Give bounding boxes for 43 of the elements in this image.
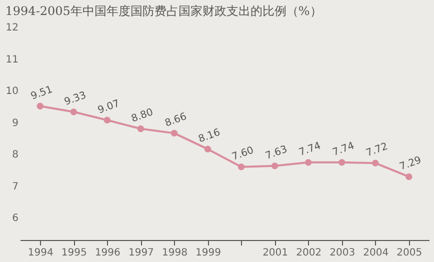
data-label: 9.33 xyxy=(63,90,88,108)
data-label: 9.51 xyxy=(29,84,54,102)
data-label: 8.80 xyxy=(130,106,155,125)
x-tick-label: 1994 xyxy=(28,248,54,258)
y-tick-label: 11 xyxy=(6,54,18,66)
data-label: 7.29 xyxy=(398,154,423,173)
x-tick-label: 2001 xyxy=(262,248,288,258)
point xyxy=(104,116,111,124)
x-tick-label: 2004 xyxy=(363,248,389,258)
point xyxy=(170,130,178,137)
point xyxy=(338,159,346,166)
x-tick-label: 1998 xyxy=(162,248,188,258)
y-tick-label: 7 xyxy=(12,181,18,192)
point xyxy=(372,160,379,166)
data-label: 8.16 xyxy=(197,127,222,146)
point xyxy=(271,162,278,170)
point xyxy=(36,102,44,110)
x-tick-label: 2003 xyxy=(330,248,356,258)
x-tick-label: 1997 xyxy=(128,248,154,258)
point xyxy=(137,125,144,132)
y-tick-label: 9 xyxy=(12,118,18,129)
data-label: 7.63 xyxy=(264,144,289,162)
x-tick-label: 1996 xyxy=(94,248,120,258)
point xyxy=(204,146,212,152)
data-label: 7.74 xyxy=(298,140,322,159)
data-label: 8.66 xyxy=(164,111,188,130)
chart-title: 1994-2005年中国年度国防费占国家财政支出的比例（%） xyxy=(5,4,322,18)
y-tick-label: 6 xyxy=(12,213,18,224)
data-label: 7.60 xyxy=(230,145,256,163)
point xyxy=(238,164,245,170)
data-label: 7.72 xyxy=(364,141,390,160)
data-label: 9.07 xyxy=(96,98,122,116)
x-tick-label: 1999 xyxy=(196,248,221,258)
point xyxy=(406,173,412,180)
x-tick-label: 2005 xyxy=(396,248,422,258)
point xyxy=(304,159,312,166)
data-label: 7.74 xyxy=(331,140,356,159)
point xyxy=(70,108,77,116)
y-tick-label: 10 xyxy=(6,86,18,98)
y-tick-label: 12 xyxy=(6,22,18,34)
x-tick-label: 2002 xyxy=(296,248,322,258)
y-tick-label: 8 xyxy=(12,150,18,161)
x-tick-label: 1995 xyxy=(61,248,87,258)
